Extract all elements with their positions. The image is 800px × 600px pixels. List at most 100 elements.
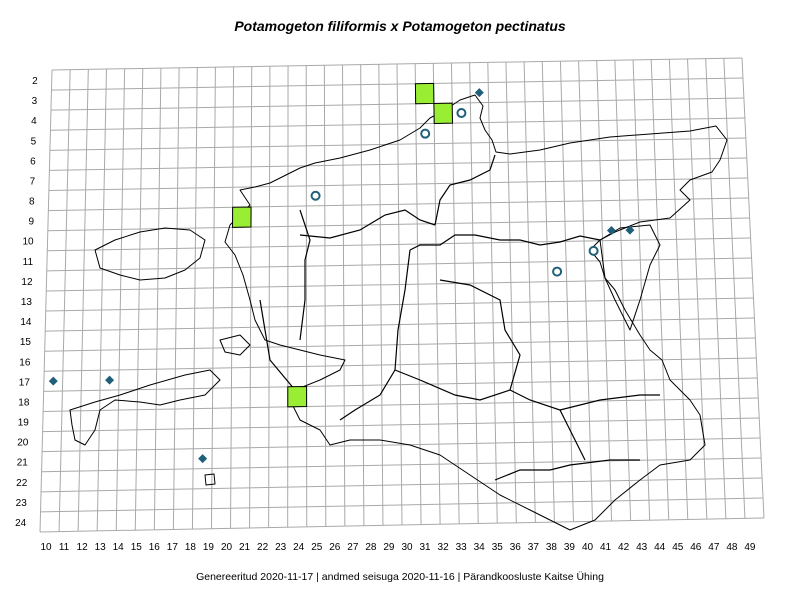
y-tick-label: 16 bbox=[19, 357, 31, 368]
hiiumaa-outline bbox=[94, 227, 206, 281]
grid-line-vertical bbox=[596, 60, 613, 521]
grid-line-vertical bbox=[39, 69, 53, 533]
grid-line-vertical bbox=[360, 64, 365, 526]
occurrence-circle bbox=[552, 266, 563, 277]
mainland-outline bbox=[224, 94, 728, 531]
x-tick-label: 40 bbox=[582, 542, 594, 553]
x-tick-label: 12 bbox=[77, 542, 89, 553]
x-tick-label: 45 bbox=[672, 542, 684, 553]
county-border bbox=[509, 389, 586, 461]
grid-line-vertical bbox=[342, 64, 346, 527]
x-tick-label: 26 bbox=[329, 542, 341, 553]
grid-line-vertical bbox=[396, 63, 403, 526]
grid-line-vertical bbox=[230, 66, 235, 529]
x-tick-label: 35 bbox=[492, 542, 504, 553]
y-tick-label: 15 bbox=[20, 337, 32, 348]
grid-line-horizontal bbox=[47, 237, 751, 252]
grid-line-vertical bbox=[414, 63, 422, 525]
grid-line-horizontal bbox=[51, 57, 743, 71]
grid-line-horizontal bbox=[42, 437, 761, 453]
y-tick-label: 7 bbox=[30, 176, 36, 187]
county-border bbox=[559, 394, 660, 411]
x-tick-label: 10 bbox=[40, 542, 52, 553]
grid-line-vertical bbox=[705, 58, 727, 519]
x-tick-label: 28 bbox=[365, 542, 377, 553]
x-tick-label: 23 bbox=[275, 542, 287, 553]
footer-credits: Genereeritud 2020-11-17 | andmed seisuga… bbox=[196, 571, 604, 583]
grid-line-horizontal bbox=[49, 137, 746, 151]
grid-line-vertical bbox=[559, 61, 574, 522]
grid-line-horizontal bbox=[50, 97, 744, 111]
x-tick-label: 39 bbox=[564, 542, 576, 553]
x-tick-label: 42 bbox=[618, 542, 630, 553]
occurrence-circle bbox=[420, 128, 431, 139]
occurrence-diamond bbox=[474, 88, 484, 98]
occurrence-markers bbox=[48, 82, 635, 464]
grid-line-vertical bbox=[77, 69, 89, 532]
y-tick-label: 11 bbox=[23, 257, 34, 268]
x-tick-label: 32 bbox=[438, 542, 450, 553]
x-tick-label: 46 bbox=[690, 542, 702, 553]
y-tick-label: 5 bbox=[31, 136, 37, 147]
muhu-outline bbox=[219, 334, 251, 356]
grid-line-vertical bbox=[450, 63, 460, 524]
occurrence-circle bbox=[310, 190, 321, 201]
y-tick-label: 23 bbox=[16, 498, 28, 509]
x-tick-label: 48 bbox=[726, 542, 738, 553]
county-border bbox=[409, 234, 601, 251]
occurrence-diamond bbox=[198, 454, 208, 464]
y-tick-label: 4 bbox=[31, 116, 37, 127]
grid-line-horizontal bbox=[43, 377, 758, 392]
grid-line-vertical bbox=[741, 57, 765, 519]
x-tick-label: 38 bbox=[546, 542, 558, 553]
x-tick-label: 30 bbox=[401, 542, 413, 553]
grid-line-vertical bbox=[323, 65, 327, 527]
grid-line-horizontal bbox=[48, 197, 749, 212]
grid-line-vertical bbox=[469, 62, 479, 524]
occurrence-diamond bbox=[105, 375, 115, 385]
grid-line-vertical bbox=[687, 58, 708, 520]
saaremaa-outline bbox=[69, 369, 221, 446]
grid-line-vertical bbox=[96, 69, 107, 531]
ruhnu-outline bbox=[204, 473, 216, 486]
x-tick-label: 11 bbox=[59, 542, 70, 553]
grid-line-vertical bbox=[632, 59, 651, 521]
county-border bbox=[259, 299, 296, 391]
occurrence-square bbox=[414, 82, 435, 105]
grid-line-vertical bbox=[249, 66, 253, 528]
x-tick-label: 22 bbox=[257, 542, 269, 553]
x-tick-label: 49 bbox=[744, 542, 756, 553]
x-tick-label: 29 bbox=[383, 542, 395, 553]
grid-line-vertical bbox=[191, 67, 198, 530]
occurrence-circle bbox=[456, 107, 467, 118]
x-tick-label: 41 bbox=[600, 542, 612, 553]
x-tick-label: 47 bbox=[708, 542, 720, 553]
occurrence-diamond bbox=[48, 376, 58, 386]
grid-line-horizontal bbox=[49, 157, 747, 171]
grid-line-horizontal bbox=[42, 417, 760, 433]
grid-line-vertical bbox=[487, 62, 498, 524]
grid-line-vertical bbox=[432, 63, 441, 525]
y-tick-label: 18 bbox=[18, 397, 30, 408]
y-tick-label: 17 bbox=[19, 377, 31, 388]
y-tick-label: 13 bbox=[21, 297, 33, 308]
grid-line-vertical bbox=[723, 58, 746, 519]
grid-line-vertical bbox=[668, 59, 689, 520]
county-border bbox=[299, 209, 436, 239]
y-tick-label: 12 bbox=[21, 277, 33, 288]
x-tick-label: 43 bbox=[636, 542, 648, 553]
x-tick-label: 21 bbox=[239, 542, 251, 553]
grid-line-vertical bbox=[268, 66, 271, 528]
x-tick-label: 14 bbox=[113, 542, 125, 553]
occurrence-circle bbox=[588, 245, 599, 256]
grid-line-vertical bbox=[378, 64, 384, 526]
grid-line-vertical bbox=[505, 62, 517, 523]
peipus-outline bbox=[599, 224, 661, 331]
grid-line-horizontal bbox=[51, 77, 743, 91]
grid-line-vertical bbox=[153, 68, 162, 530]
y-tick-label: 8 bbox=[29, 197, 35, 208]
y-tick-label: 22 bbox=[16, 478, 28, 489]
map-title: Potamogeton filiformis x Potamogeton pec… bbox=[234, 18, 566, 34]
grid-line-vertical bbox=[210, 67, 216, 529]
